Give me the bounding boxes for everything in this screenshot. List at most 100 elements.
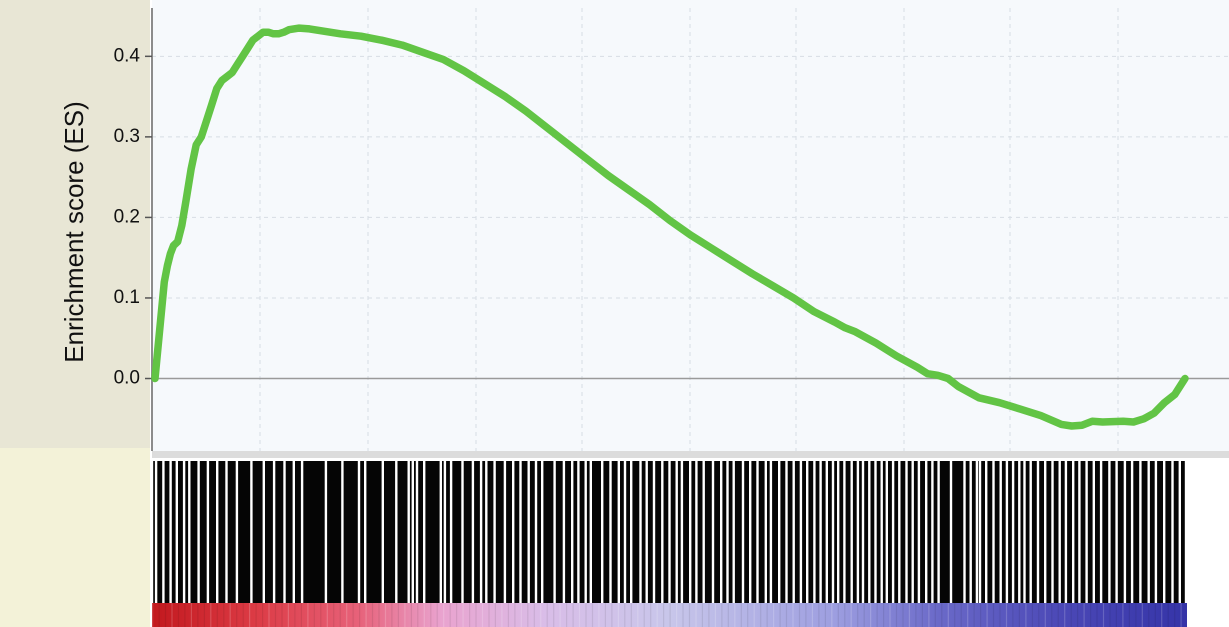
gene-hit-line (553, 461, 556, 603)
gene-hit-line (283, 461, 286, 603)
rank-texture-line (727, 603, 729, 627)
rank-texture-line (637, 603, 639, 627)
rank-texture-line (171, 603, 173, 627)
rank-texture-line (1128, 603, 1130, 627)
rank-texture-line (184, 603, 186, 627)
rank-texture-line (469, 603, 471, 627)
rank-texture-line (1064, 603, 1066, 627)
gene-hit-line (589, 461, 592, 603)
gene-hit-line (813, 461, 816, 603)
gene-hit-line (711, 461, 715, 603)
gene-hit-line (1178, 461, 1181, 603)
y-axis-title: Enrichment score (ES) (59, 101, 89, 363)
rank-texture-line (1025, 603, 1027, 627)
rank-texture-line (785, 603, 788, 627)
gene-hit-line (175, 461, 178, 603)
rank-texture-line (954, 603, 956, 627)
gene-hit-line (630, 461, 633, 603)
gene-hit-line (577, 461, 580, 603)
gene-hit-line (702, 461, 705, 603)
gene-hit-line (617, 461, 620, 603)
rank-texture-line (1102, 603, 1105, 627)
rank-texture-line (475, 603, 477, 627)
gene-hit-line (197, 461, 200, 603)
rank-texture-line (540, 603, 542, 627)
rank-texture-line (779, 603, 781, 627)
gene-hit-line (1085, 461, 1088, 603)
rank-texture-line (721, 603, 723, 627)
rank-texture-line (190, 603, 192, 627)
rank-texture-line (591, 603, 594, 627)
gene-hit-line (732, 461, 735, 603)
y-tick-label: 0.0 (114, 368, 140, 389)
rank-texture-line (973, 603, 975, 627)
rank-texture-line (507, 603, 509, 627)
gene-hit-line (992, 461, 995, 603)
rank-texture-line (255, 603, 257, 627)
rank-texture-line (520, 603, 522, 627)
gene-hit-line (963, 461, 966, 603)
rank-texture-line (1096, 603, 1098, 627)
rank-texture-line (1115, 603, 1117, 627)
rank-texture-line (999, 603, 1001, 627)
rank-texture-line (934, 603, 936, 627)
rank-texture-line (320, 603, 322, 627)
es-label-panel (0, 0, 150, 448)
rank-texture-line (1174, 603, 1176, 627)
gene-hit-line (969, 461, 972, 603)
panel-separator (152, 451, 1229, 458)
gene-hit-line (584, 461, 587, 603)
gene-hit-line (931, 461, 934, 603)
gene-hit-line (778, 461, 781, 603)
gene-hit-line (216, 461, 219, 603)
gene-hit-line (1163, 461, 1166, 603)
gene-hit-line (720, 461, 723, 603)
rank-texture-line (352, 603, 354, 627)
rank-texture-line (669, 603, 671, 627)
rank-texture-line (870, 603, 872, 627)
rank-texture-line (960, 603, 962, 627)
gene-hit-line (169, 461, 172, 603)
gene-hit-line (225, 461, 228, 603)
rank-texture-line (423, 603, 425, 627)
hit-label-panel (0, 448, 150, 627)
gene-hit-line (1092, 461, 1095, 603)
gene-hit-line (1023, 461, 1026, 603)
rank-texture-line (876, 603, 878, 627)
y-tick-label: 0.3 (114, 126, 140, 147)
gene-hit-line (395, 461, 398, 603)
rank-texture-line (980, 603, 982, 627)
gene-hit-line (534, 461, 538, 603)
gene-hit-line (856, 461, 860, 603)
rank-texture-line (359, 603, 361, 627)
rank-texture-line (242, 603, 244, 627)
gene-hit-line (439, 461, 442, 603)
rank-texture-line (223, 603, 225, 627)
rank-texture-line (760, 603, 762, 627)
gene-hit-line (512, 461, 515, 603)
rank-texture-line (889, 603, 891, 627)
gene-hit-line (1123, 461, 1127, 603)
rank-texture-line (546, 603, 548, 627)
gene-hit-line (689, 461, 692, 603)
gene-hit-line (519, 461, 522, 603)
rank-texture-line (611, 603, 613, 627)
gene-hit-line (272, 461, 276, 603)
rank-texture-line (818, 603, 820, 627)
rank-texture-line (585, 603, 587, 627)
rank-texture-line (695, 603, 697, 627)
rank-texture-line (805, 603, 807, 627)
rank-color-texture (152, 603, 1182, 627)
gene-hit-line (1051, 461, 1054, 603)
rank-texture-line (514, 603, 516, 627)
rank-texture-line (404, 603, 406, 627)
gene-hit-line (250, 461, 253, 603)
rank-texture-line (947, 603, 949, 627)
rank-texture-line (197, 603, 199, 627)
rank-texture-line (216, 603, 218, 627)
gene-hit-line (300, 461, 304, 603)
gene-hit-line (769, 461, 773, 603)
gene-hit-line (806, 461, 809, 603)
rank-texture-line (1154, 603, 1156, 627)
gene-hit-line (1108, 461, 1111, 603)
